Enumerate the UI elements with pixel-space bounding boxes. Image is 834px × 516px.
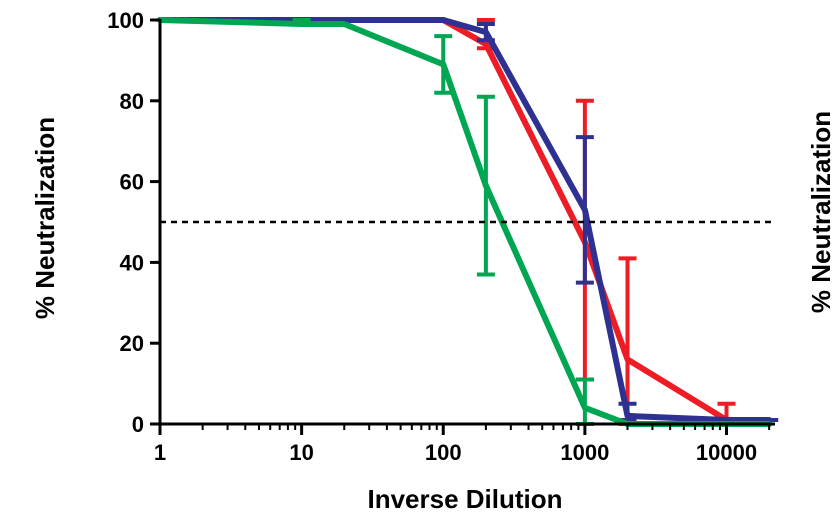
x-tick-label: 100 <box>425 440 462 465</box>
series-line <box>160 20 769 420</box>
y-axis-title-right: % Neutralization <box>806 111 834 313</box>
y-tick-label: 0 <box>132 412 144 437</box>
x-tick-label: 1 <box>154 440 166 465</box>
series-2 <box>160 20 778 420</box>
y-tick-label: 40 <box>120 250 144 275</box>
y-tick-label: 60 <box>120 170 144 195</box>
y-tick-label: 20 <box>120 331 144 356</box>
x-tick-label: 10 <box>289 440 313 465</box>
x-tick-label: 1000 <box>560 440 609 465</box>
x-axis-title: Inverse Dilution <box>367 484 562 514</box>
y-axis-title: % Neutralization <box>30 117 60 319</box>
axes-layer <box>150 19 775 435</box>
x-tick-label: 10000 <box>696 440 757 465</box>
y-tick-label: 100 <box>107 8 144 33</box>
y-tick-label: 80 <box>120 89 144 114</box>
labels-layer: 0 20 40 60 80 100 1 10 100 1000 10000 <box>107 8 757 465</box>
